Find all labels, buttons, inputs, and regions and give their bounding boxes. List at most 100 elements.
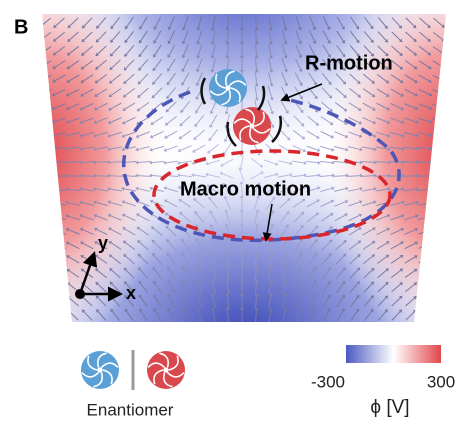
field-arrow [41,298,51,305]
field-arrow [55,298,64,305]
panel-label: B [14,16,28,38]
field-arrow [82,176,94,177]
field-arrowhead [442,255,446,259]
field-arrowhead [52,228,56,232]
field-arrow [432,203,444,205]
field-arrow [433,312,442,320]
field-arrow [40,216,52,219]
field-arrowhead [37,133,40,137]
field-arrowhead [51,147,54,151]
field-arrowhead [51,174,54,178]
field-arrowhead [39,297,43,300]
field-arrow [433,271,443,277]
field-arrowhead [38,93,42,97]
field-arrow [55,312,64,320]
legend-label: Enantiomer [87,400,174,419]
field-arrowhead [443,93,447,97]
field-arrowhead [52,269,56,272]
field-arrow [433,257,444,262]
field-arrowhead [430,174,433,178]
field-arrowhead [37,201,40,205]
field-arrow [432,216,444,219]
field-arrow [433,285,443,292]
field-arrowhead [427,296,431,299]
rotor [233,107,271,145]
field-arrow [41,271,51,277]
field-arrow [40,147,52,148]
field-arrow [419,271,429,277]
colorbar-label: ϕ [V] [370,397,409,418]
colorbar [346,345,441,363]
field-arrow [419,298,428,306]
field-arrowhead [67,310,71,314]
field-arrow [418,162,430,163]
field-arrowhead [37,174,40,178]
field-arrow [420,312,429,320]
rotor-hub [249,123,254,128]
x-axis-label: x [126,283,136,303]
field-arrowhead [38,79,42,83]
field-arrow [55,243,66,248]
field-arrowhead [444,201,447,205]
field-arrow [40,189,52,190]
field-arrowhead [51,187,54,191]
field-arrow [432,147,444,149]
field-arrowhead [51,201,54,205]
rotor-hub [97,367,102,372]
field-arrow [68,162,80,163]
field-arrowhead [443,120,446,124]
field-arrow [432,189,444,190]
field-arrowhead [444,147,447,151]
field-arrow [432,244,443,249]
field-arrowhead [39,52,43,55]
field-arrow [82,162,94,163]
field-arrowhead [442,297,446,300]
field-arrowhead [39,24,43,27]
field-arrowhead [38,283,42,286]
field-arrowhead [53,296,57,299]
field-arrowhead [51,214,54,218]
field-arrowhead [52,255,56,259]
rotor-hub [163,367,168,372]
field-arrowhead [38,242,42,246]
field-arrowhead [444,160,447,164]
field-arrowhead [39,310,43,313]
field-arrowhead [441,310,445,313]
field-arrowhead [428,255,432,258]
field-arrow [55,271,65,277]
field-arrow [40,162,52,163]
field-arrow [433,298,443,305]
field-arrowhead [442,52,446,55]
field-arrowhead [39,38,43,41]
y-axis-label: y [98,233,108,253]
field-arrowhead [52,242,56,246]
field-arrowhead [38,269,42,272]
field-arrowhead [444,174,447,178]
field-arrowhead [443,228,446,232]
field-arrow [40,203,52,205]
field-arrowhead [38,65,42,68]
field-arrow [432,162,444,163]
r-motion-label: R-motion [305,52,393,74]
field-arrowhead [443,242,447,246]
field-arrowhead [444,187,447,191]
field-arrowhead [430,160,433,164]
field-arrow [404,162,416,163]
field-arrowhead [37,147,40,151]
field-arrow [40,104,51,108]
field-arrowhead [429,214,432,218]
field-arrow [96,176,108,177]
field-arrowhead [443,133,446,137]
field-arrowhead [428,283,432,286]
field-arrowhead [38,256,42,260]
field-arrowhead [38,106,41,110]
field-arrow [40,230,51,234]
colorbar-min: -300 [311,372,345,391]
field-arrow [55,257,66,263]
field-arrowhead [37,120,40,124]
field-arrowhead [430,187,433,191]
field-arrow [40,244,51,249]
field-arrowhead [427,310,431,313]
field-arrowhead [37,228,40,232]
field-arrowhead [37,187,40,191]
